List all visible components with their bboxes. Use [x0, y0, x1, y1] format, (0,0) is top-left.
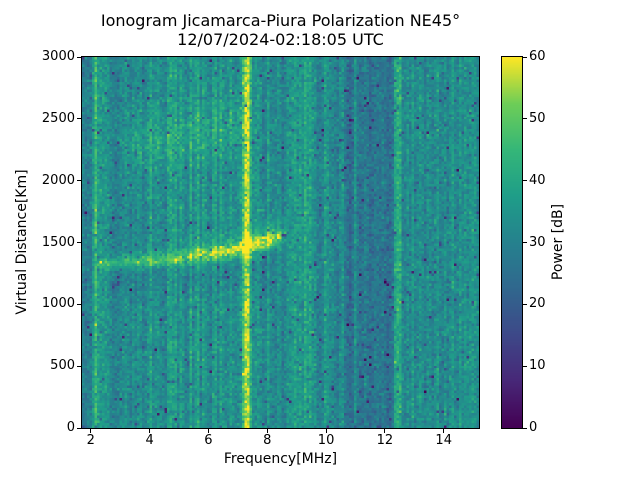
colorbar-tick-label: 0 — [529, 420, 538, 435]
x-tick-label: 6 — [204, 433, 213, 448]
colorbar-tick-mark — [523, 303, 527, 305]
y-tick-mark — [77, 180, 81, 182]
y-tick-mark — [77, 56, 81, 58]
colorbar-tick-label: 10 — [529, 358, 546, 374]
chart-subtitle: 12/07/2024-02:18:05 UTC — [177, 30, 384, 49]
x-tick-mark — [325, 429, 327, 433]
x-tick-mark — [207, 429, 209, 433]
y-tick-mark — [77, 365, 81, 367]
y-tick-mark — [77, 427, 81, 429]
plot-area — [81, 56, 480, 429]
colorbar-canvas — [502, 57, 522, 428]
colorbar — [501, 56, 523, 429]
x-tick-mark — [149, 429, 151, 433]
x-tick-label: 4 — [145, 433, 154, 448]
colorbar-tick-mark — [523, 427, 527, 429]
x-tick-label: 8 — [263, 433, 272, 448]
y-tick-label: 0 — [66, 420, 75, 435]
x-axis-label: Frequency[MHz] — [223, 451, 338, 467]
y-tick-mark — [77, 242, 81, 243]
y-tick-mark — [77, 303, 81, 305]
x-tick-label: 10 — [317, 433, 335, 448]
x-tick-mark — [90, 429, 92, 433]
colorbar-tick-label: 30 — [529, 234, 546, 250]
ionogram-heatmap-canvas — [82, 57, 479, 428]
x-tick-label: 14 — [435, 433, 452, 448]
chart-title-block: Ionogram Jicamarca-Piura Polarization NE… — [82, 11, 479, 49]
y-tick-label: 3000 — [41, 49, 75, 64]
x-tick-mark — [266, 429, 268, 433]
colorbar-tick-mark — [523, 180, 527, 182]
colorbar-tick-label: 60 — [529, 49, 546, 64]
y-tick-mark — [77, 118, 81, 120]
colorbar-label: Power [dB] — [550, 203, 566, 281]
x-tick-label: 12 — [376, 433, 394, 448]
colorbar-tick-mark — [523, 365, 527, 367]
colorbar-tick-label: 20 — [529, 296, 546, 312]
y-tick-label: 2500 — [41, 110, 75, 126]
y-tick-label: 1500 — [41, 234, 75, 250]
colorbar-tick-mark — [523, 242, 527, 243]
colorbar-tick-label: 50 — [529, 110, 546, 126]
chart-title: Ionogram Jicamarca-Piura Polarization NE… — [100, 11, 461, 30]
y-tick-label: 2000 — [41, 172, 75, 188]
colorbar-tick-mark — [523, 118, 527, 120]
y-axis-label: Virtual Distance[Km] — [14, 169, 30, 315]
colorbar-tick-mark — [523, 56, 527, 58]
x-tick-label: 2 — [86, 433, 95, 448]
y-tick-label: 1000 — [41, 296, 75, 312]
x-tick-mark — [443, 429, 445, 433]
x-tick-mark — [384, 429, 386, 433]
colorbar-tick-label: 40 — [529, 172, 546, 188]
y-tick-label: 500 — [50, 358, 75, 374]
